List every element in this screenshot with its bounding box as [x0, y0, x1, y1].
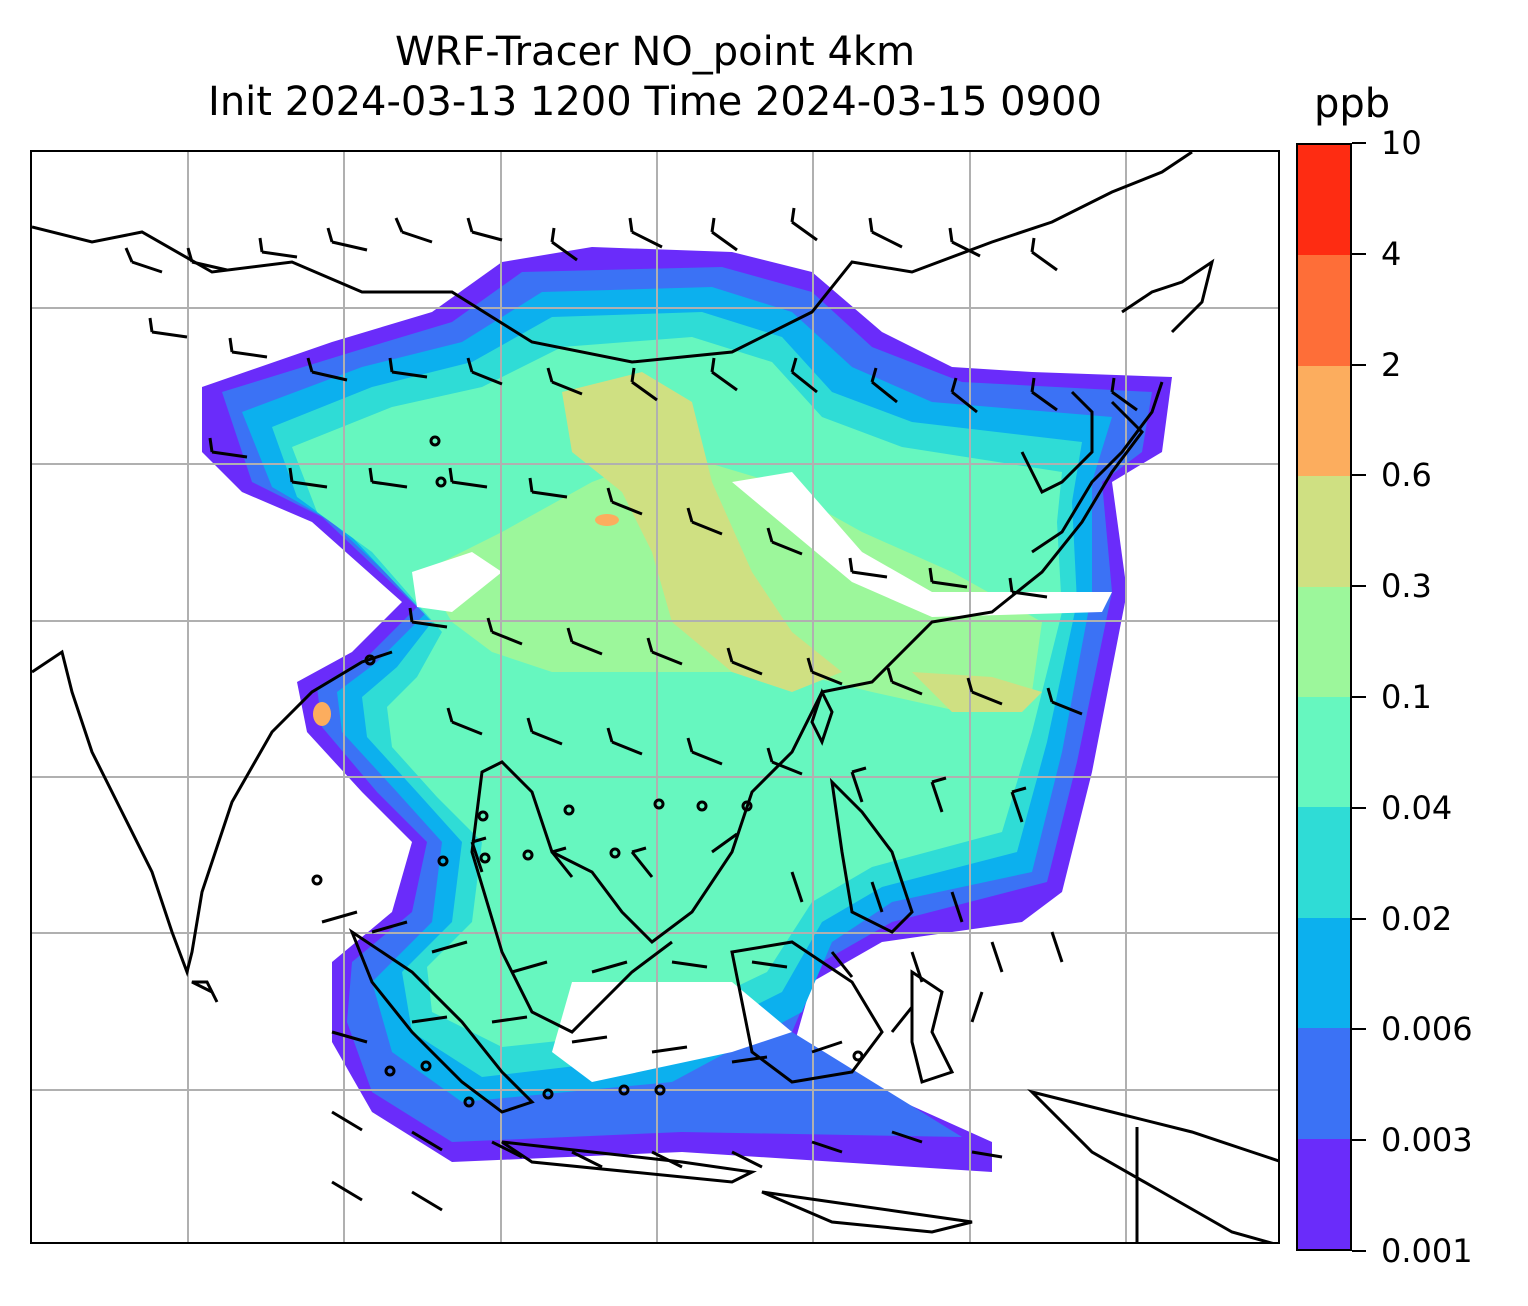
coastline-taiwan — [810, 688, 834, 746]
colorbar-segment — [1298, 807, 1350, 918]
field-band-5 — [292, 337, 1062, 1047]
colorbar-tick — [1352, 474, 1366, 476]
colorbar-tick-label: 0.02 — [1381, 900, 1453, 938]
field-gap-2 — [552, 982, 792, 1082]
colorbar-segment — [1298, 696, 1350, 808]
colorbar-tick — [1352, 1139, 1366, 1141]
colorbar-tick — [1352, 807, 1366, 809]
colorbar-tick-label: 0.6 — [1381, 456, 1432, 494]
colorbar-tick — [1352, 696, 1366, 698]
field-band-8 — [912, 672, 1042, 712]
colorbar-tick-label: 10 — [1381, 124, 1422, 162]
coastline-korea — [1020, 390, 1094, 495]
colorbar-segment — [1298, 144, 1350, 256]
colorbar-tick — [1352, 1250, 1366, 1252]
chart-title-line1: WRF-Tracer NO_point 4km — [394, 29, 916, 75]
colorbar-tick-label: 0.001 — [1381, 1232, 1473, 1270]
coastline-japan-north — [1121, 258, 1215, 334]
colorbar-segment — [1298, 917, 1350, 1029]
colorbar-tick — [1352, 253, 1366, 255]
field-hotspot-1 — [595, 514, 619, 526]
colorbar-segment — [1298, 255, 1350, 366]
coastline-java — [501, 1140, 757, 1184]
coastline-sumatra — [348, 928, 535, 1114]
colorbar-tick — [1352, 918, 1366, 920]
map-panel — [30, 150, 1280, 1244]
coastline-lesser-sunda — [761, 1190, 973, 1234]
coastline-philippines — [829, 777, 914, 934]
colorbar-tick-label: 2 — [1381, 346, 1402, 384]
field-band-7 — [562, 372, 842, 692]
colorbar-tick-label: 0.1 — [1381, 678, 1432, 716]
colorbar-segment — [1298, 476, 1350, 587]
wind-barbs — [124, 207, 1138, 1212]
coastline-india — [32, 649, 393, 978]
colorbar-segment — [1298, 1138, 1350, 1249]
coastline-japan — [1031, 381, 1164, 554]
colorbar — [1296, 143, 1352, 1251]
colorbar-tick — [1352, 364, 1366, 366]
colorbar-tick — [1352, 585, 1366, 587]
colorbar-unit: ppb — [1314, 81, 1391, 127]
chart-title-line2: Init 2024-03-13 1200 Time 2024-03-15 090… — [208, 79, 1102, 125]
colorbar-tick-label: 0.3 — [1381, 567, 1432, 605]
calm-circles — [311, 435, 864, 1108]
colorbar-segment — [1298, 365, 1350, 477]
colorbar-tick — [1352, 142, 1366, 144]
colorbar-tick-label: 0.006 — [1381, 1010, 1473, 1048]
colorbar-tick — [1352, 1028, 1366, 1030]
colorbar-tick-label: 0.04 — [1381, 789, 1453, 827]
colorbar-segment — [1298, 586, 1350, 697]
colorbar-tick-label: 0.003 — [1381, 1121, 1473, 1159]
colorbar-segment — [1298, 1028, 1350, 1139]
colorbar-tick-label: 4 — [1381, 235, 1402, 273]
field-gap-3 — [412, 552, 502, 612]
field-gap-1 — [732, 472, 1112, 617]
gridlines — [32, 152, 1278, 1242]
coastline-newguinea — [1027, 1089, 1278, 1242]
field-hotspot-2 — [313, 702, 331, 726]
coastline-sulawesi — [910, 969, 955, 1084]
coastline-srilanka — [191, 980, 219, 1003]
concentration-field — [202, 247, 1172, 1172]
